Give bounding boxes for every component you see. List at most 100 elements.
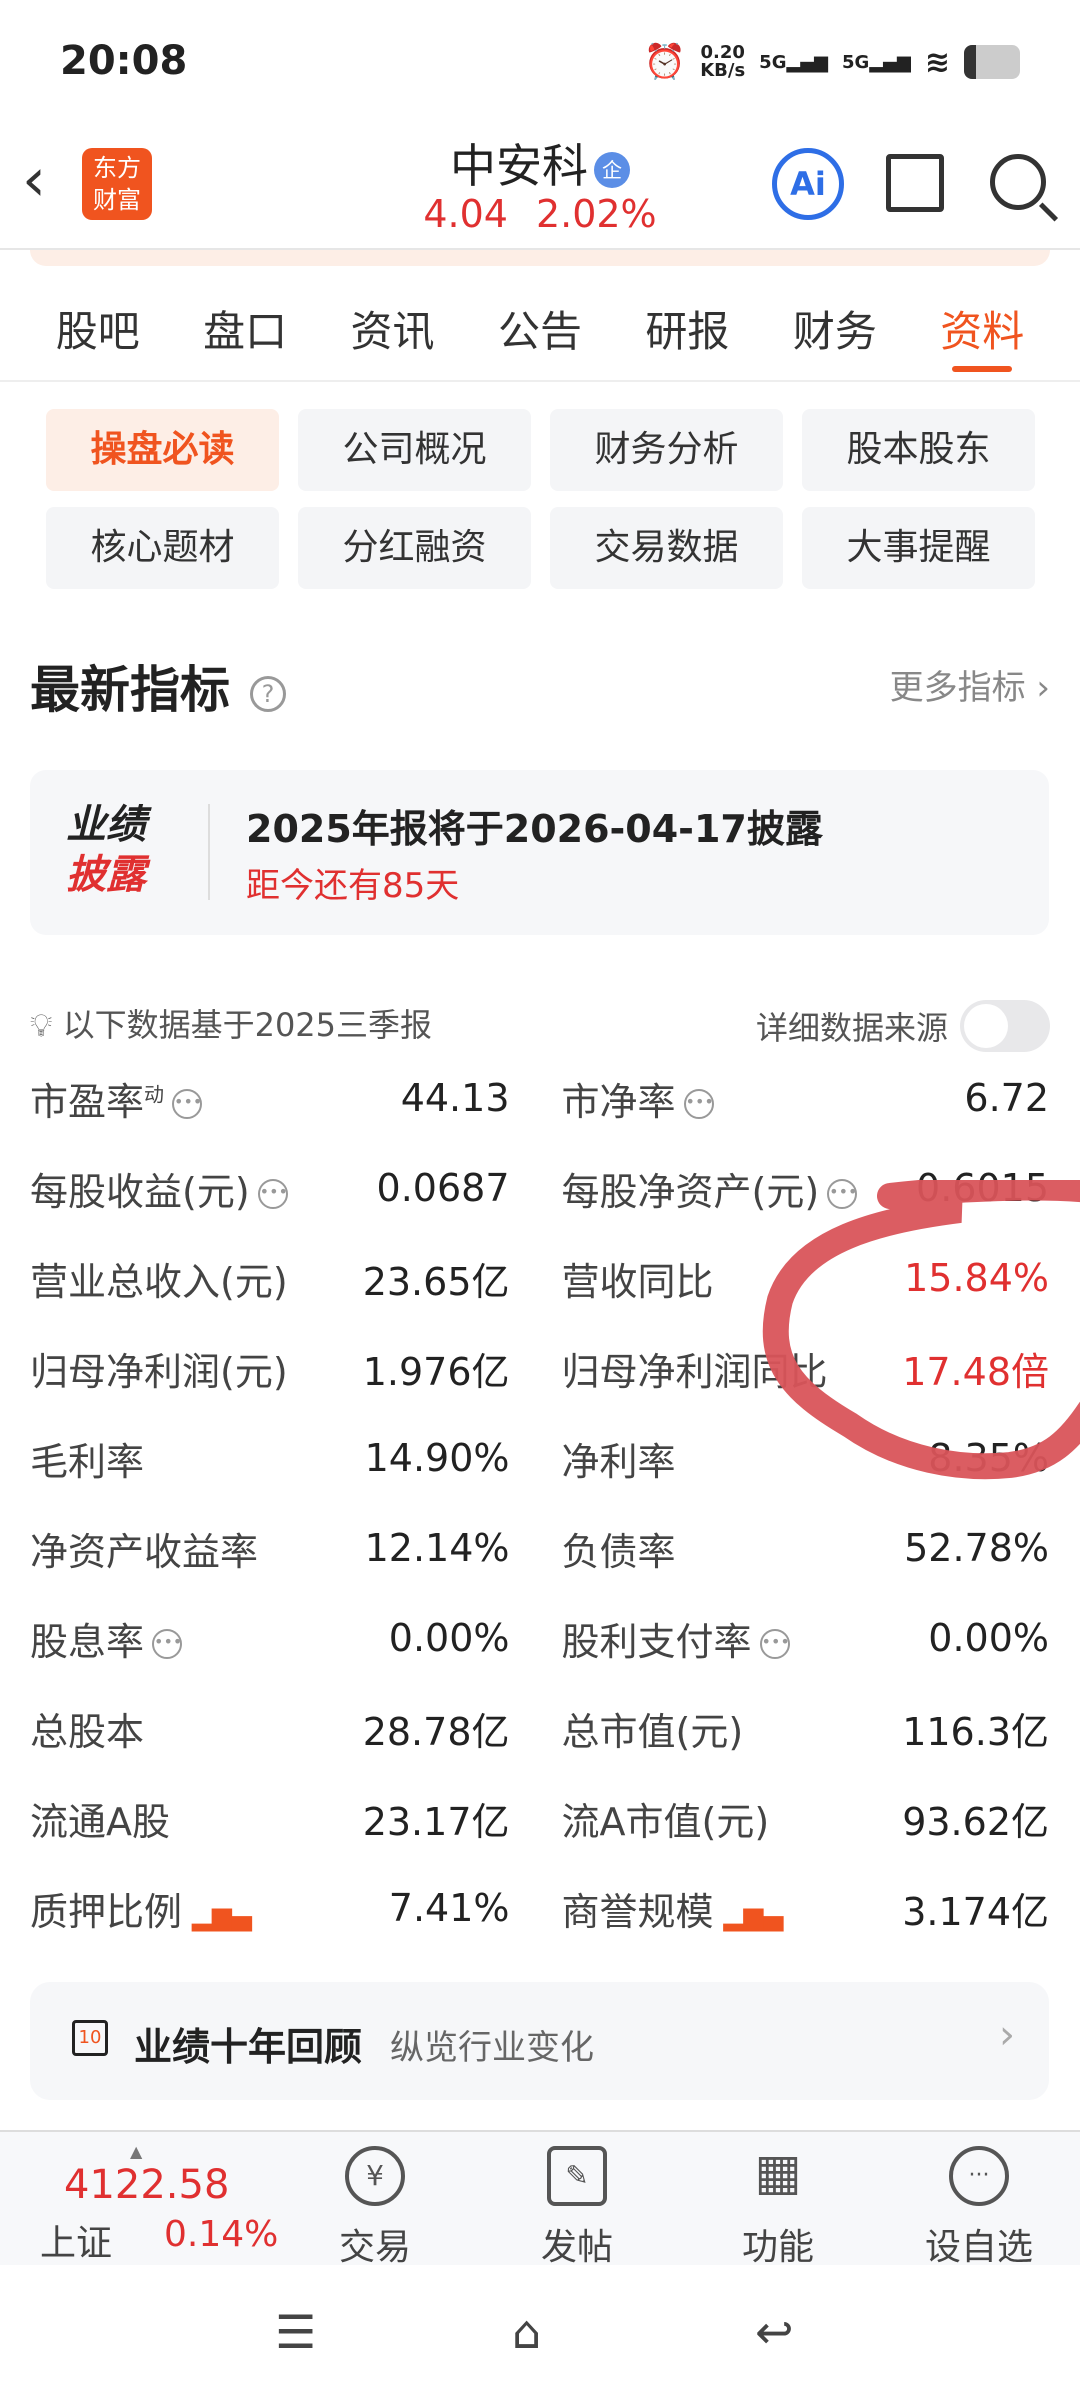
ai-button[interactable]: Ai xyxy=(772,148,844,220)
back-icon[interactable]: ‹ xyxy=(22,145,46,215)
tab-pankou[interactable]: 盘口 xyxy=(203,307,288,356)
sub-tab-must-read[interactable]: 操盘必读 xyxy=(46,409,279,491)
data-note-text: 以下数据基于2025三季报 xyxy=(62,1006,433,1044)
badge-line1: 业绩 xyxy=(66,802,146,848)
metric-cell: 股利支付率 ••• 0.00% xyxy=(540,1611,1050,1666)
app-logo[interactable]: 东方财富 xyxy=(82,148,152,220)
sub-tab-core-themes[interactable]: 核心题材 xyxy=(46,507,279,589)
sub-tab-events[interactable]: 大事提醒 xyxy=(802,507,1035,589)
data-source: 详细数据来源 xyxy=(756,1000,1050,1052)
nav-trade[interactable]: ¥ 交易 xyxy=(305,2146,445,2270)
share-icon[interactable] xyxy=(886,154,944,212)
info-icon[interactable]: ••• xyxy=(152,1629,182,1659)
battery-icon xyxy=(964,45,1020,79)
back-nav-icon[interactable]: ↩ xyxy=(755,2305,794,2359)
tab-research[interactable]: 研报 xyxy=(645,307,730,356)
info-icon[interactable]: ••• xyxy=(257,1179,288,1209)
metric-value: 12.14% xyxy=(364,1526,510,1570)
sub-tab-dividends[interactable]: 分红融资 xyxy=(298,507,531,589)
metric-label: 股息率 ••• xyxy=(30,1611,182,1666)
sim2-label: 5G xyxy=(842,51,870,73)
metric-cell: 商誉规模 ▂▆▄ 3.174亿 xyxy=(540,1881,1050,1936)
info-icon[interactable]: ••• xyxy=(172,1089,202,1119)
search-icon[interactable] xyxy=(990,154,1046,210)
net-speed: 0.20 KB/s xyxy=(700,44,745,80)
net-speed-value: 0.20 xyxy=(700,42,745,63)
metric-label: 每股收益(元) ••• xyxy=(30,1161,288,1216)
nav-functions[interactable]: ▦ 功能 xyxy=(708,2146,848,2270)
edit-icon: ✎ xyxy=(547,2146,607,2206)
nav-post-label: 发帖 xyxy=(540,2227,613,2268)
metric-label: 股利支付率 ••• xyxy=(562,1611,790,1666)
metric-value: 17.48倍 xyxy=(902,1349,1049,1394)
stock-title: 中安科企 xyxy=(0,130,1080,196)
metric-value: 14.90% xyxy=(364,1436,510,1480)
metric-label: 市盈率动 ••• xyxy=(30,1071,202,1126)
metric-value: 6.72 xyxy=(964,1076,1049,1120)
nav-post[interactable]: ✎ 发帖 xyxy=(507,2146,647,2270)
help-icon[interactable]: ? xyxy=(250,675,286,712)
metric-label-text: 市盈率 xyxy=(30,1079,145,1124)
more-metrics-link[interactable]: 更多指标 › xyxy=(889,668,1050,708)
tab-announcements[interactable]: 公告 xyxy=(497,307,582,356)
main-tabs: 股吧 盘口 资讯 公告 研报 财务 资料 xyxy=(0,282,1080,382)
sim1-label: 5G xyxy=(759,51,787,73)
metric-label-text: 总市值(元) xyxy=(561,1709,744,1754)
clock: 20:08 xyxy=(60,38,188,84)
ten-year-review-card[interactable]: 10 业绩十年回顾 纵览行业变化 › xyxy=(30,1982,1049,2100)
metric-label: 总市值(元) xyxy=(562,1701,744,1756)
index-name[interactable]: 上证 xyxy=(40,2223,113,2264)
sub-tab-financial-analysis[interactable]: 财务分析 xyxy=(550,409,783,491)
sub-tab-company-overview[interactable]: 公司概况 xyxy=(298,409,531,491)
info-icon[interactable]: ••• xyxy=(683,1089,714,1119)
metric-label-text: 股息率 xyxy=(30,1619,145,1664)
info-icon[interactable]: ••• xyxy=(827,1179,857,1209)
metric-label-text: 营业总收入(元) xyxy=(30,1259,288,1304)
bar-chart-icon[interactable]: ▂▆▄ xyxy=(723,1901,784,1932)
metric-value: 0.00% xyxy=(388,1616,510,1660)
bar-chart-icon[interactable]: ▂▆▄ xyxy=(192,1901,253,1932)
tab-profile[interactable]: 资料 xyxy=(940,282,1024,380)
data-source-toggle[interactable] xyxy=(960,1000,1050,1052)
info-icon[interactable]: ••• xyxy=(759,1629,790,1659)
enterprise-badge: 企 xyxy=(594,151,630,188)
status-bar: 20:08 ⏰ 0.20 KB/s 5G▂▄▆ 5G▂▄▆ ≋ xyxy=(0,0,1080,120)
index-change[interactable]: 0.14% xyxy=(164,2214,279,2255)
tab-news[interactable]: 资讯 xyxy=(350,307,435,356)
metric-label-text: 总股本 xyxy=(30,1709,145,1754)
disclosure-badge: 业绩 披露 xyxy=(66,800,176,900)
sub-tab-shareholders[interactable]: 股本股东 xyxy=(802,409,1035,491)
metric-value: 0.0687 xyxy=(376,1166,510,1210)
expand-up-icon[interactable]: ▲ xyxy=(130,2142,143,2161)
stock-price: 4.04 xyxy=(423,192,508,236)
disclosure-countdown: 距今还有85天 xyxy=(246,866,460,906)
data-source-label: 详细数据来源 xyxy=(755,1009,948,1047)
metric-cell: 每股收益(元) ••• 0.0687 xyxy=(30,1161,540,1216)
metrics-row: 每股收益(元) ••• 0.0687 每股净资产(元) ••• 0.6015 xyxy=(30,1143,1049,1233)
stock-change: 2.02% xyxy=(535,192,657,236)
metric-label: 流通A股 xyxy=(30,1791,170,1846)
index-value[interactable]: 4122.58 xyxy=(64,2162,230,2208)
nav-trade-label: 交易 xyxy=(338,2227,411,2268)
disclosure-card[interactable]: 业绩 披露 2025年报将于2026-04-17披露 距今还有85天 xyxy=(30,770,1049,935)
tab-finance[interactable]: 财务 xyxy=(792,307,877,356)
signal-icon: 5G▂▄▆ xyxy=(759,51,829,73)
metric-cell: 总市值(元) 116.3亿 xyxy=(540,1701,1050,1756)
sub-tab-trading-data[interactable]: 交易数据 xyxy=(550,507,783,589)
metric-label: 归母净利润(元) xyxy=(30,1341,288,1396)
metric-label: 每股净资产(元) ••• xyxy=(562,1161,858,1216)
grid-icon: ▦ xyxy=(754,2143,802,2201)
metric-label-text: 毛利率 xyxy=(30,1439,145,1484)
home-icon[interactable]: ⌂ xyxy=(512,2305,542,2359)
metric-label: 净利率 xyxy=(562,1431,676,1486)
menu-icon[interactable]: ☰ xyxy=(275,2305,317,2359)
nav-add-watchlist-label: 设自选 xyxy=(924,2227,1033,2268)
tab-guba[interactable]: 股吧 xyxy=(55,307,140,356)
chevron-right-icon: › xyxy=(999,2012,1015,2058)
ten-year-title: 业绩十年回顾 xyxy=(134,2025,363,2069)
metric-cell: 股息率 ••• 0.00% xyxy=(30,1611,540,1666)
metric-value: 7.41% xyxy=(388,1886,510,1930)
metric-value: 116.3亿 xyxy=(902,1709,1049,1754)
sub-tabs: 操盘必读 公司概况 财务分析 股本股东 核心题材 分红融资 交易数据 大事提醒 xyxy=(46,409,1035,589)
nav-add-watchlist[interactable]: ··· 设自选 xyxy=(909,2146,1049,2270)
